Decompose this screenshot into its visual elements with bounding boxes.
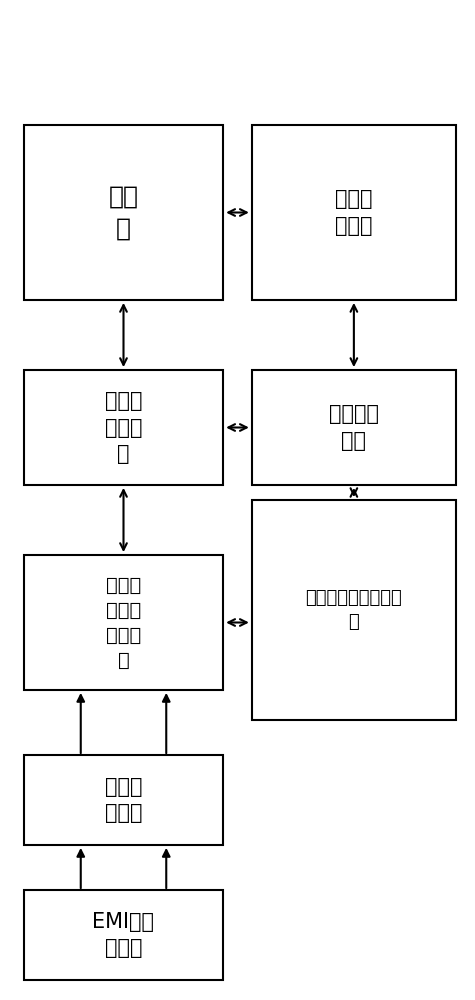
FancyArrowPatch shape [228, 619, 247, 626]
Text: EMI单相
滤波器: EMI单相 滤波器 [93, 912, 154, 958]
FancyArrowPatch shape [351, 305, 357, 365]
FancyBboxPatch shape [24, 555, 223, 690]
FancyArrowPatch shape [120, 490, 127, 550]
Text: 带通滤波低失振荡电
路: 带通滤波低失振荡电 路 [305, 589, 402, 631]
FancyArrowPatch shape [228, 209, 247, 216]
FancyBboxPatch shape [24, 370, 223, 485]
FancyBboxPatch shape [252, 125, 456, 300]
FancyArrowPatch shape [77, 850, 84, 888]
FancyArrowPatch shape [77, 695, 84, 753]
Text: 升压型
功率因
素校正
器: 升压型 功率因 素校正 器 [106, 576, 141, 670]
FancyBboxPatch shape [252, 500, 456, 720]
Text: 单相高
频变换
器: 单相高 频变换 器 [105, 391, 142, 464]
Text: 可控硅
整流器: 可控硅 整流器 [105, 777, 142, 823]
FancyArrowPatch shape [351, 488, 357, 497]
FancyArrowPatch shape [120, 305, 127, 365]
FancyArrowPatch shape [228, 424, 247, 431]
Text: 损耗抑
制电路: 损耗抑 制电路 [335, 189, 372, 236]
FancyBboxPatch shape [252, 370, 456, 485]
Text: 采样保护
电路: 采样保护 电路 [329, 404, 379, 451]
FancyBboxPatch shape [24, 755, 223, 845]
FancyArrowPatch shape [163, 850, 170, 888]
Text: 单片
机: 单片 机 [108, 185, 139, 240]
FancyBboxPatch shape [24, 890, 223, 980]
FancyBboxPatch shape [24, 125, 223, 300]
FancyArrowPatch shape [163, 695, 170, 753]
